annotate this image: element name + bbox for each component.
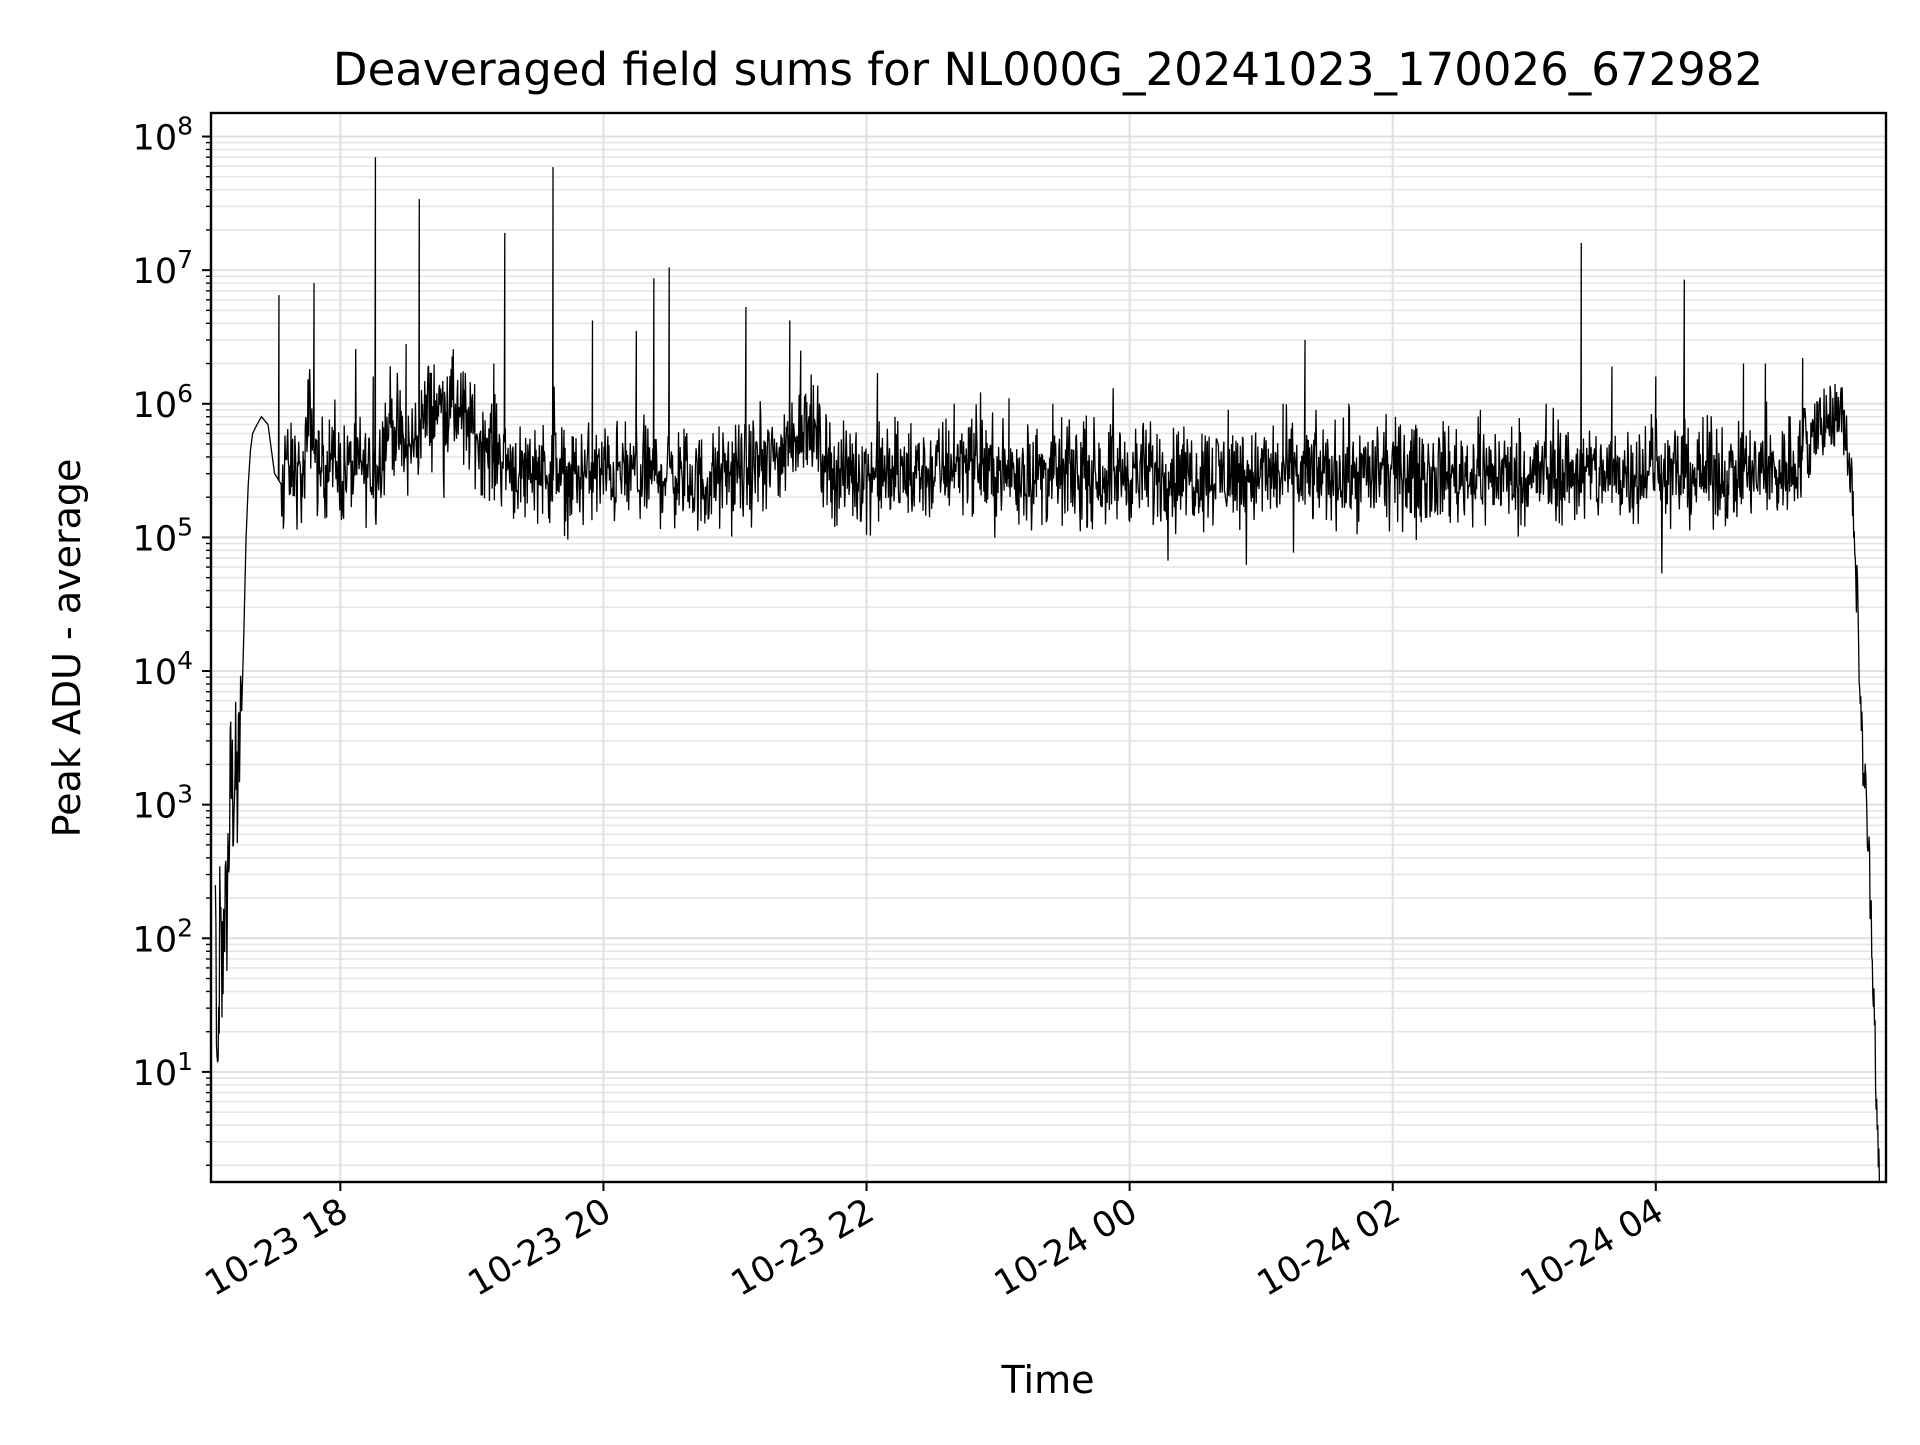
y-tick-label: 104 — [133, 646, 193, 693]
y-tick-label: 101 — [133, 1047, 193, 1094]
y-axis-label: Peak ADU - average — [45, 459, 89, 838]
series-line — [214, 157, 1881, 1182]
y-tick-label: 102 — [133, 913, 193, 960]
y-tick-label: 103 — [133, 780, 193, 827]
y-tick-label: 106 — [133, 379, 193, 426]
grid-lines — [211, 113, 1886, 1182]
y-tick-label: 107 — [133, 245, 193, 292]
y-tick-label: 108 — [133, 112, 193, 159]
data-series — [214, 157, 1881, 1182]
y-tick-label: 105 — [133, 512, 193, 559]
x-axis-label: Time — [1001, 1358, 1095, 1402]
chart-title: Deaveraged field sums for NL000G_2024102… — [333, 43, 1763, 96]
plot-frame — [209, 111, 1888, 1184]
